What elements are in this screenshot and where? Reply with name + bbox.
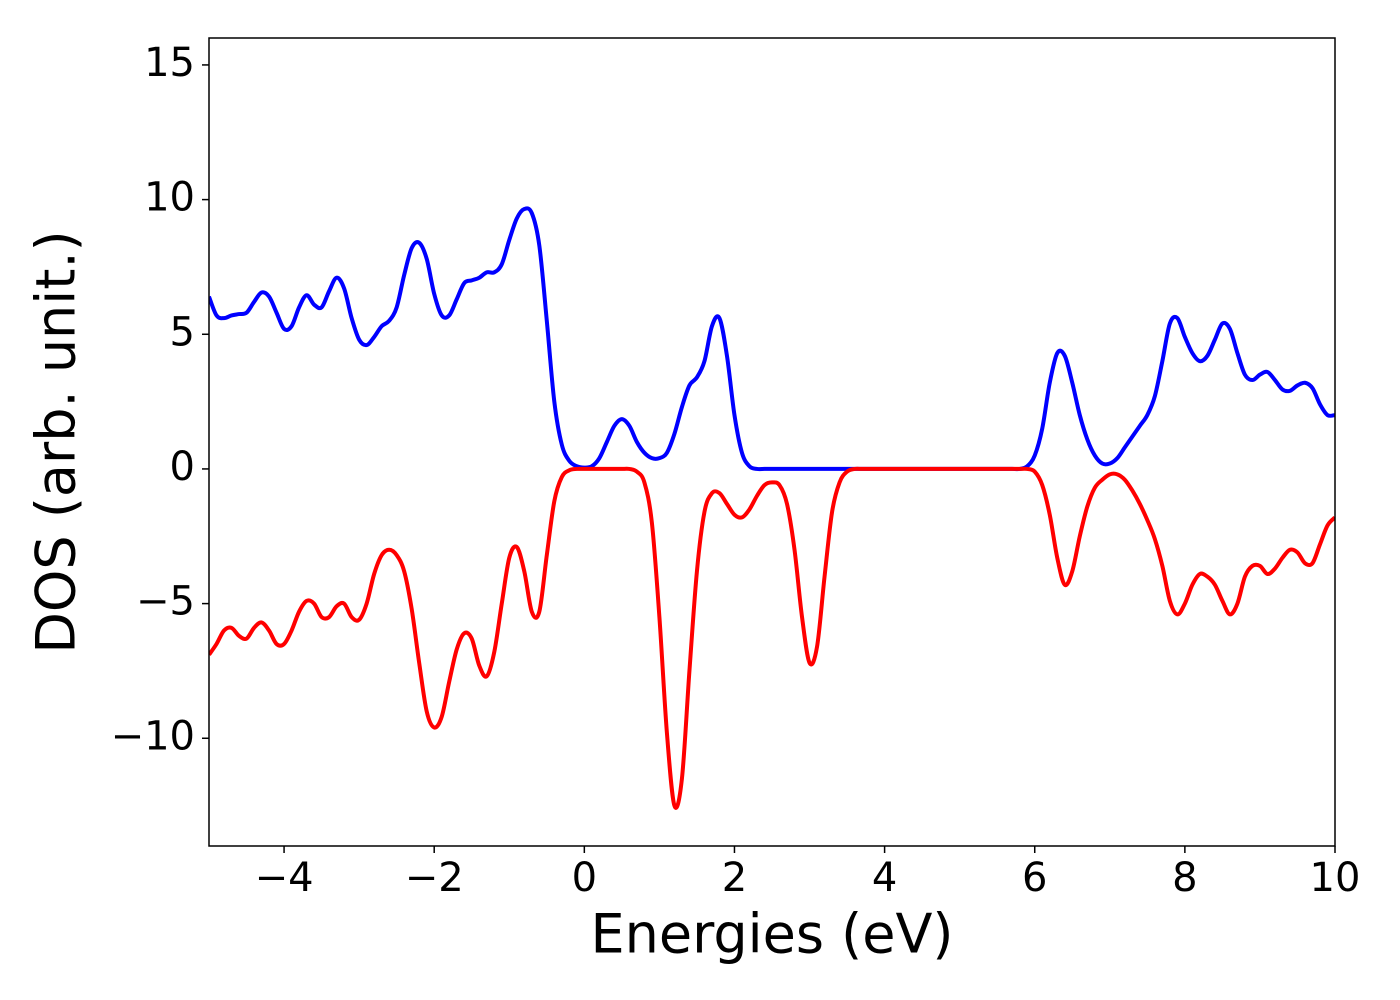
y-tick-label: 10	[144, 175, 195, 221]
x-tick-label: 0	[572, 855, 597, 901]
line-series	[209, 466, 1335, 810]
x-axis-label: Energies (eV)	[591, 903, 954, 966]
y-axis-label: DOS (arb. unit.)	[25, 230, 88, 653]
x-tick-label: −4	[255, 855, 314, 901]
x-tick-label: −2	[405, 855, 464, 901]
x-tick-label: 4	[872, 855, 897, 901]
y-tick-label: 0	[170, 444, 195, 490]
x-tick-label: 2	[722, 855, 747, 901]
y-tick-label: −5	[136, 579, 195, 625]
y-tick-label: −10	[111, 713, 195, 759]
line-series	[209, 206, 1335, 472]
y-tick-label: 15	[144, 40, 195, 86]
x-tick-label: 6	[1022, 855, 1047, 901]
y-tick-label: 5	[170, 309, 195, 355]
plot-frame	[208, 37, 1336, 847]
x-tick-label: 8	[1172, 855, 1197, 901]
x-tick-label: 10	[1310, 855, 1361, 901]
